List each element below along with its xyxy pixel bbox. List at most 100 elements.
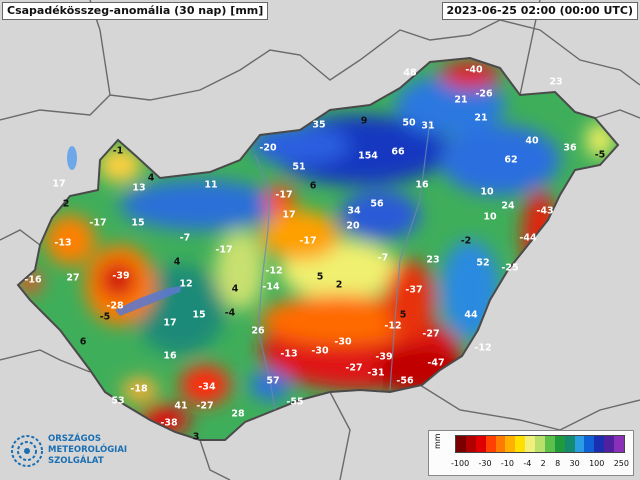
anomaly-value-label: -13 [54, 238, 71, 249]
anomaly-value-label: -47 [427, 358, 444, 369]
legend-swatch [515, 436, 526, 452]
anomaly-value-label: 16 [415, 180, 429, 191]
anomaly-value-label: 15 [192, 310, 205, 321]
anomaly-value-label: -37 [405, 285, 422, 296]
anomaly-value-label: -7 [180, 233, 191, 244]
legend-swatch [564, 436, 575, 452]
anomaly-value-label: -7 [378, 253, 389, 264]
anomaly-value-label: 4 [232, 284, 239, 295]
rivers [254, 119, 431, 411]
anomaly-value-label: 35 [312, 120, 325, 131]
anomaly-value-label: 9 [361, 116, 368, 127]
legend-tick-label: 30 [569, 459, 580, 468]
anomaly-value-label: -17 [215, 245, 232, 256]
anomaly-value-label: 51 [292, 162, 305, 173]
hungary-border [16, 56, 620, 441]
anomaly-value-label: 31 [421, 121, 434, 132]
anomaly-value-label: 4 [174, 257, 181, 268]
legend-swatch [554, 436, 565, 452]
legend-tick-label: -4 [523, 459, 532, 468]
map-title: Csapadékösszeg-anomália (30 nap) [mm] [2, 2, 269, 20]
anomaly-value-label: -18 [130, 384, 148, 395]
anomaly-value-label: -13 [280, 349, 297, 360]
anomaly-value-label: 40 [525, 136, 539, 147]
legend-swatch [525, 436, 535, 452]
anomaly-value-label: 56 [370, 199, 384, 210]
anomaly-value-label: 27 [66, 273, 79, 284]
anomaly-value-label: -17 [89, 218, 106, 229]
anomaly-value-label: 24 [501, 201, 515, 212]
legend-tick-label: -10 [500, 459, 514, 468]
anomaly-value-label: -34 [198, 382, 216, 393]
anomaly-value-label: 16 [163, 351, 177, 362]
anomaly-value-label: 44 [464, 310, 478, 321]
legend-swatch [614, 436, 624, 452]
anomaly-value-label: 10 [480, 187, 494, 198]
legend-color-bar [455, 435, 625, 453]
anomaly-value-label: -40 [465, 65, 483, 76]
anomaly-value-label: 10 [483, 212, 497, 223]
anomaly-value-label: 11 [204, 180, 217, 191]
legend-swatch [544, 436, 555, 452]
anomaly-value-label: -16 [24, 275, 42, 286]
logo-line-1: ORSZÁGOS [48, 434, 101, 444]
anomaly-value-label: -39 [112, 271, 129, 282]
legend-tick-label: -30 [478, 459, 492, 468]
anomaly-value-label: 66 [391, 147, 405, 158]
legend-swatch [465, 436, 476, 452]
anomaly-value-label: -38 [160, 418, 178, 429]
anomaly-value-label: 6 [80, 337, 87, 348]
anomaly-value-label: 50 [402, 118, 416, 129]
anomaly-value-label: 23 [426, 255, 439, 266]
legend-ticks: -100 -30 -10 -4 2 8 30 100 250 [451, 459, 629, 468]
anomaly-value-label: 41 [174, 401, 187, 412]
legend-swatch [456, 436, 466, 452]
legend-swatch [485, 436, 496, 452]
anomaly-value-label: 12 [179, 279, 192, 290]
anomaly-value-label: 17 [282, 210, 295, 221]
logo-line-2: METEOROLÓGIAI [48, 445, 128, 455]
legend-tick-label: 8 [555, 459, 561, 468]
anomaly-value-label: 5 [400, 310, 407, 321]
anomaly-value-label: -5 [100, 312, 111, 323]
anomaly-value-label: -55 [286, 397, 303, 408]
anomaly-value-label: -31 [367, 368, 384, 379]
legend-swatch [495, 436, 506, 452]
anomaly-value-label: 21 [454, 95, 467, 106]
anomaly-value-label: 5 [317, 272, 324, 283]
anomaly-value-label: 17 [52, 179, 65, 190]
color-legend: mm -100 -30 -10 -4 2 8 30 100 250 [428, 430, 634, 476]
anomaly-value-label: -2 [461, 236, 472, 247]
lakes [67, 146, 77, 170]
anomaly-value-label: -26 [475, 89, 493, 100]
anomaly-value-label: 57 [266, 376, 279, 387]
legend-swatch [594, 436, 605, 452]
anomaly-value-label: 23 [549, 77, 562, 88]
legend-swatch [574, 436, 585, 452]
anomaly-value-label: 2 [336, 280, 343, 291]
anomaly-value-label: -17 [299, 236, 316, 247]
legend-tick-label: 100 [589, 459, 605, 468]
anomaly-value-label: 2 [63, 199, 70, 210]
anomaly-value-label: -17 [275, 190, 292, 201]
legend-unit: mm [433, 433, 442, 449]
anomaly-value-label: -30 [334, 337, 352, 348]
legend-tick-label: -100 [451, 459, 470, 468]
legend-swatch [584, 436, 595, 452]
anomaly-value-label: -44 [519, 233, 537, 244]
legend-swatch [475, 436, 486, 452]
anomaly-value-label: -4 [225, 308, 236, 319]
anomaly-value-label: -14 [262, 282, 280, 293]
anomaly-value-label: 34 [347, 206, 361, 217]
legend-swatch [604, 436, 614, 452]
anomaly-value-label: 6 [310, 181, 317, 192]
anomaly-value-label: -28 [106, 301, 124, 312]
lake-balaton [115, 286, 182, 316]
anomaly-value-label: 53 [111, 396, 124, 407]
anomaly-value-label: 26 [251, 326, 265, 337]
anomaly-value-label: -1 [113, 146, 124, 157]
anomaly-value-label: -12 [265, 266, 282, 277]
anomaly-value-label: -56 [396, 376, 414, 387]
